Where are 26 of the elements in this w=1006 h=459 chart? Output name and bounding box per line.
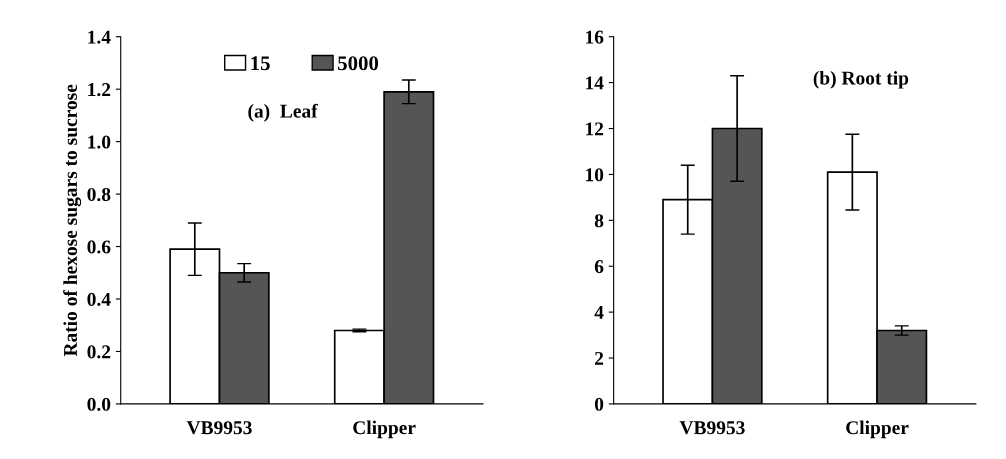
x-tick-label: Clipper xyxy=(846,420,909,439)
y-tick-label: 4 xyxy=(594,306,604,319)
y-tick-label: 0.2 xyxy=(87,345,111,359)
x-tick-label: VB9953 xyxy=(679,421,745,435)
x-tick-label: VB9953 xyxy=(186,421,252,435)
y-tick-label: 0.6 xyxy=(87,240,111,254)
x-tick-label: Clipper xyxy=(353,420,416,439)
annotation: (a) Leaf xyxy=(248,103,318,122)
y-tick-label: 14 xyxy=(586,76,604,90)
y-tick-label: 1.0 xyxy=(88,135,111,149)
annotation: (b) Root tip xyxy=(813,70,909,89)
y-tick-label: 0 xyxy=(594,397,604,411)
y-tick-label: 1.2 xyxy=(88,83,111,97)
y-tick-label: 6 xyxy=(594,260,604,274)
y-tick-label: 0.0 xyxy=(87,397,111,411)
y-tick-label: 10 xyxy=(586,168,604,182)
y-tick-label: 16 xyxy=(586,30,604,44)
y-tick-label: 0.4 xyxy=(87,292,111,307)
y-tick-label: 2 xyxy=(595,351,604,365)
y-axis-title: Ratio of hexose sugars to sucrose xyxy=(63,84,82,357)
y-tick-label: 1.4 xyxy=(88,30,111,44)
y-tick-label: 12 xyxy=(586,122,604,136)
legend-label: 15 xyxy=(251,56,270,71)
y-tick-label: 0.8 xyxy=(87,187,111,202)
y-tick-label: 8 xyxy=(594,214,604,228)
legend-label: 5000 xyxy=(338,56,379,71)
